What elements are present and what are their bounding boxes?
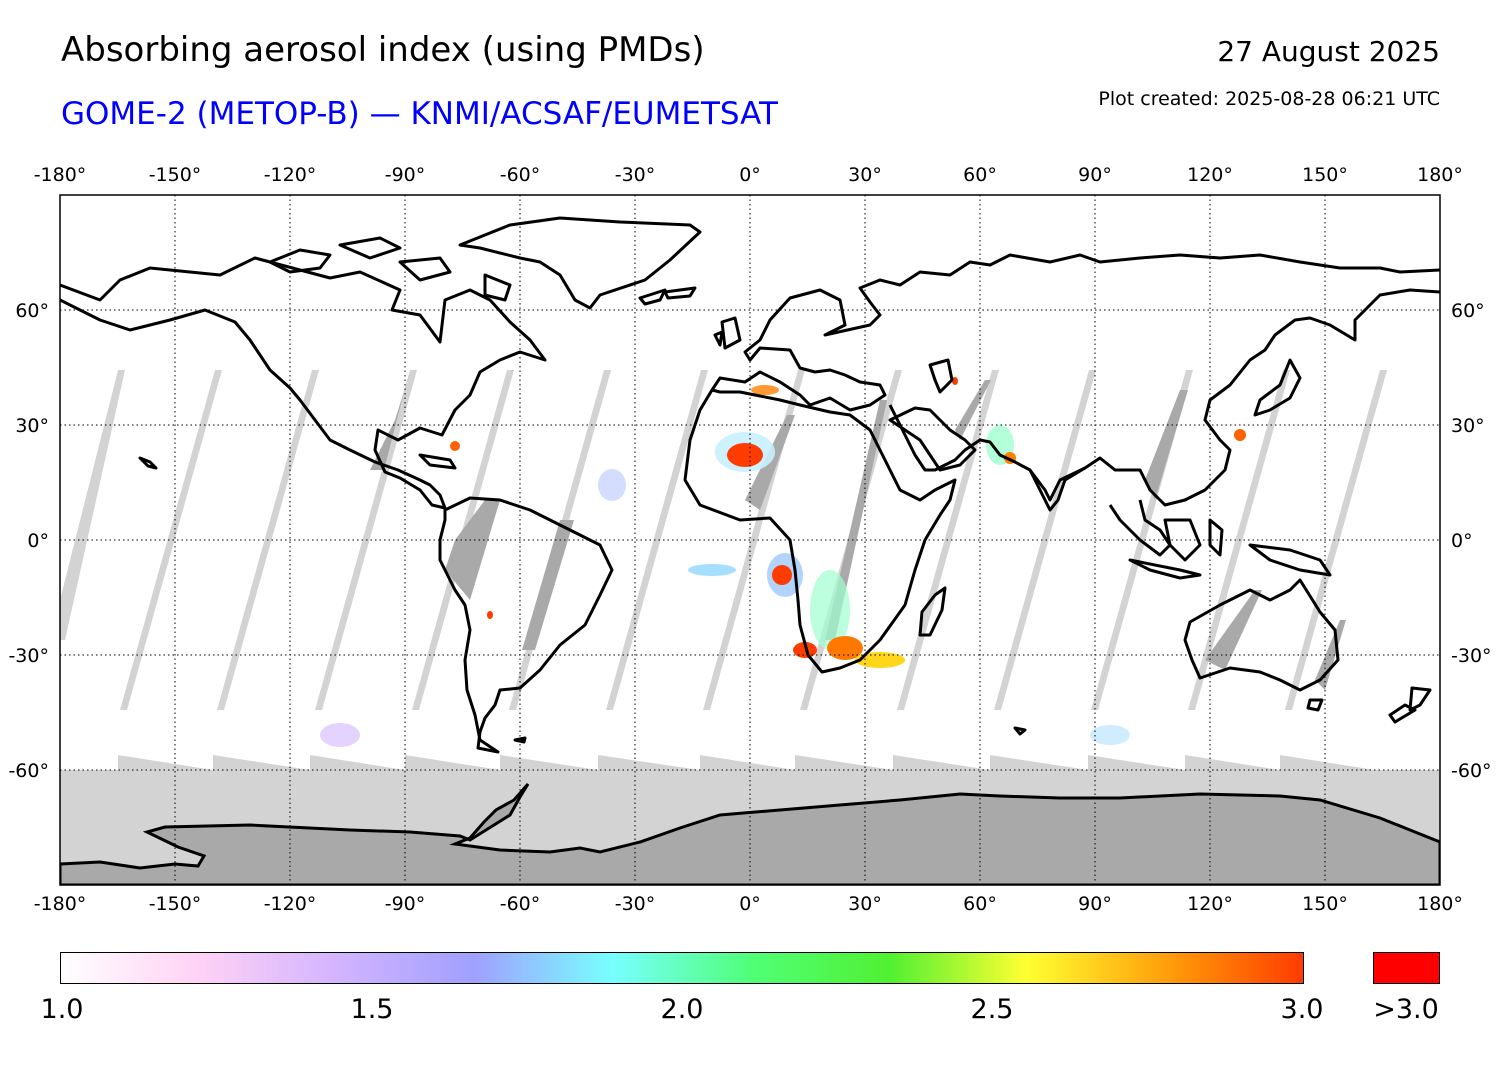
lon-tick-label-bottom: 60° — [963, 893, 997, 915]
lon-tick-label-top: -60° — [500, 164, 541, 186]
lon-tick-label-top: -90° — [385, 164, 426, 186]
lon-tick-label-bottom: 180° — [1417, 893, 1463, 915]
coast-new-zealand — [1408, 686, 1432, 712]
lon-tick-label-bottom: -90° — [385, 893, 426, 915]
lat-tick-label-left: -60° — [8, 760, 49, 782]
axis-ticks: -180° -180° -150° -150° -120° -120° -90° -90° -6… — [8, 164, 1491, 915]
lat-tick-label-left: -30° — [8, 645, 49, 667]
coast-eurasia — [710, 253, 1440, 507]
map-frame — [59, 194, 1441, 886]
lon-tick-label-top: 150° — [1302, 164, 1348, 186]
lon-tick-label-top: 60° — [963, 164, 997, 186]
aerosol-plumes — [320, 377, 1246, 747]
coast-japan — [1253, 358, 1302, 417]
lat-tick-label-right: 30° — [1451, 415, 1485, 437]
lon-tick-label-top: 30° — [848, 164, 882, 186]
colorbar-tick-label: 3.0 — [1280, 994, 1324, 1025]
lat-tick-label-right: -60° — [1451, 760, 1492, 782]
lon-tick-label-top: -120° — [264, 164, 317, 186]
lon-tick-label-bottom: 30° — [848, 893, 882, 915]
graticule — [60, 195, 1440, 885]
colorbar-tick-label: 2.0 — [660, 994, 704, 1025]
coast-south-america — [438, 496, 614, 754]
coast-africa — [683, 388, 957, 674]
lat-tick-label-right: 0° — [1451, 530, 1473, 552]
lat-tick-label-left: 60° — [15, 300, 49, 322]
lon-tick-label-top: 0° — [739, 164, 761, 186]
map-title: Absorbing aerosol index (using PMDs) — [61, 30, 705, 70]
lon-tick-label-bottom: 0° — [739, 893, 761, 915]
lon-tick-label-top: 180° — [1417, 164, 1463, 186]
coast-australia — [1183, 578, 1340, 692]
coastlines — [60, 216, 1440, 754]
lon-tick-label-bottom: -60° — [500, 893, 541, 915]
colorbar-tick-label: 1.0 — [40, 994, 84, 1025]
lon-tick-label-bottom: -180° — [34, 893, 87, 915]
lon-tick-label-top: 90° — [1078, 164, 1112, 186]
colorbar-gradient — [60, 952, 1304, 984]
coast-north-america — [60, 256, 547, 510]
lon-tick-label-bottom: 120° — [1187, 893, 1233, 915]
colorbar-overflow-box — [1373, 952, 1440, 984]
coast-india — [1028, 466, 1086, 512]
coast-arabia — [888, 406, 977, 472]
lon-tick-label-bottom: -120° — [264, 893, 317, 915]
map-date: 27 August 2025 — [1217, 35, 1440, 68]
lat-tick-label-right: 60° — [1451, 300, 1485, 322]
colorbar-tick-label: 1.5 — [350, 994, 394, 1025]
lon-tick-label-bottom: -150° — [149, 893, 202, 915]
plot-created-timestamp: Plot created: 2025-08-28 06:21 UTC — [1098, 88, 1440, 110]
coast-greenland — [458, 216, 702, 310]
lon-tick-label-top: -150° — [149, 164, 202, 186]
lat-tick-label-left: 30° — [15, 415, 49, 437]
lon-tick-label-top: -180° — [34, 164, 87, 186]
lon-tick-label-top: -30° — [615, 164, 656, 186]
lon-tick-label-bottom: 150° — [1302, 893, 1348, 915]
lon-tick-label-bottom: -30° — [615, 893, 656, 915]
colorbar-tick-label: 2.5 — [970, 994, 1014, 1025]
lat-tick-label-right: -30° — [1451, 645, 1492, 667]
lon-tick-label-top: 120° — [1187, 164, 1233, 186]
coast-madagascar — [918, 586, 947, 637]
lon-tick-label-bottom: 90° — [1078, 893, 1112, 915]
map-subtitle: GOME-2 (METOP-B) — KNMI/ACSAF/EUMETSAT — [61, 96, 778, 132]
lat-tick-label-left: 0° — [27, 530, 49, 552]
colorbar-overflow-label: >3.0 — [1373, 994, 1439, 1025]
